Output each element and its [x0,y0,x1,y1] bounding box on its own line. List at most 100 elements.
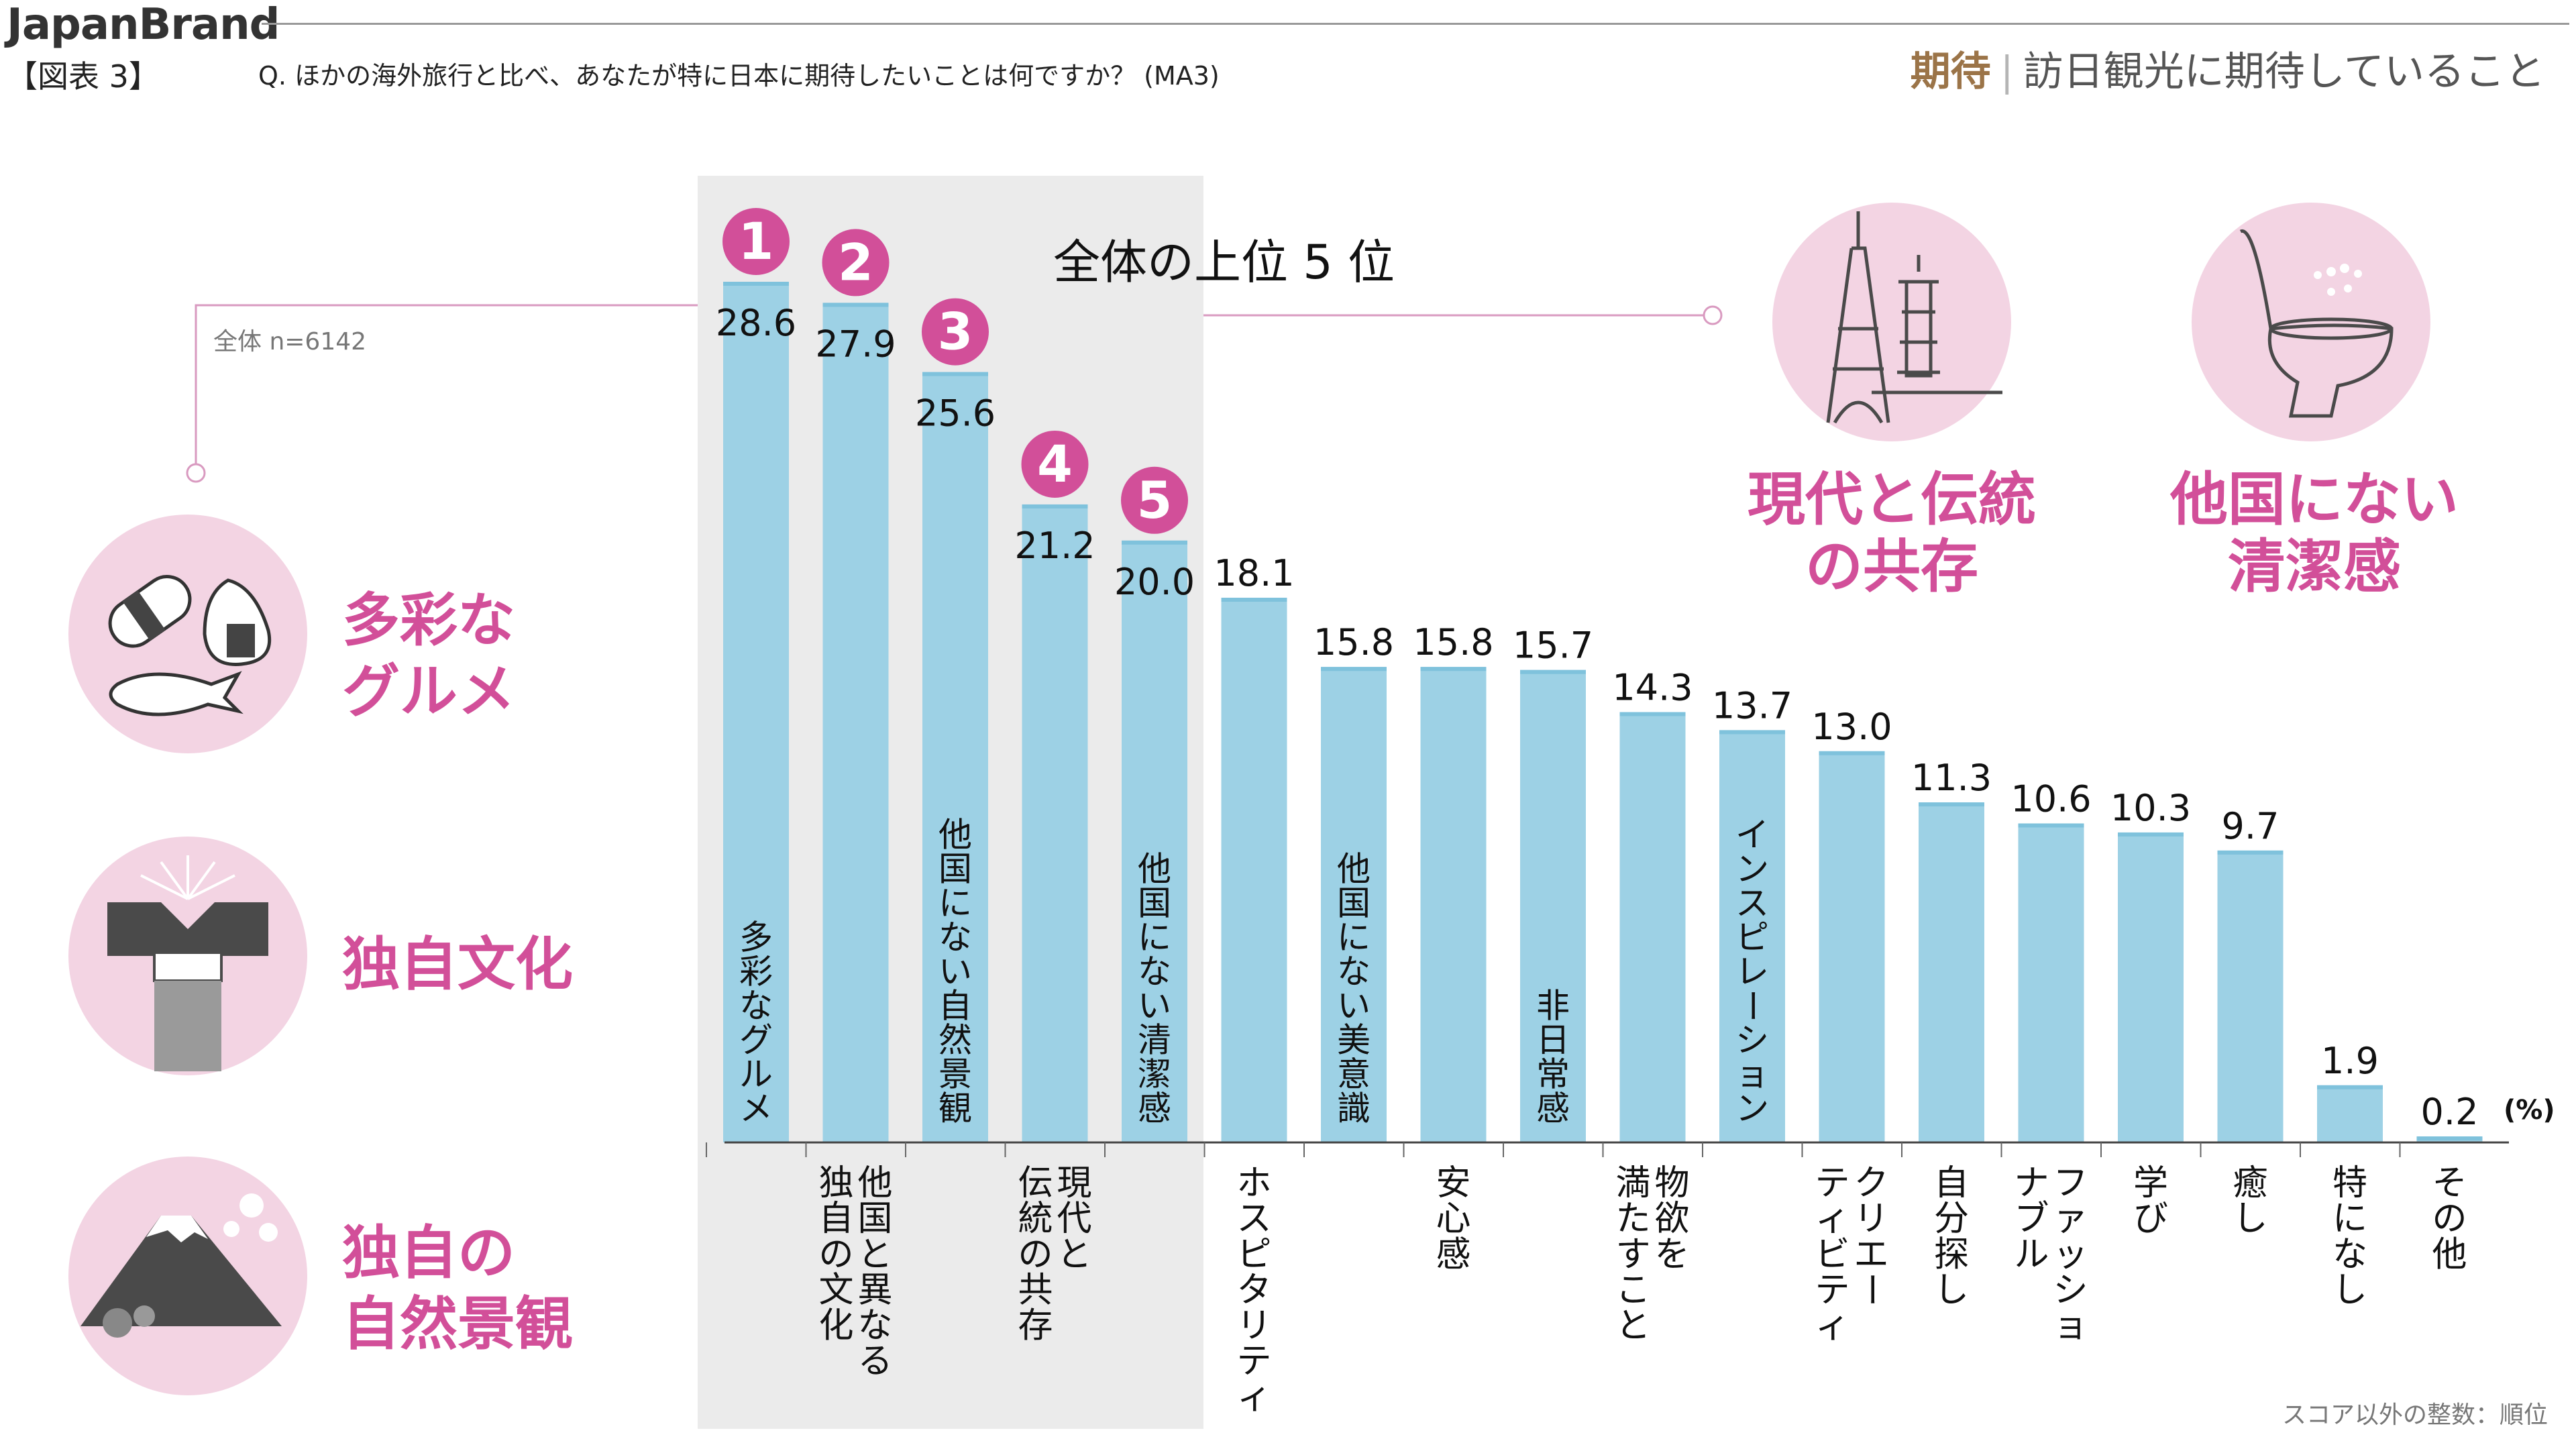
value-label-12: 13.0 [1811,706,1892,748]
value-label-13: 11.3 [1911,757,1992,799]
value-label-1: 28.6 [716,302,796,344]
svg-text:常: 常 [1536,1055,1570,1094]
svg-text:す: す [1615,1234,1650,1275]
svg-text:国: 国 [938,850,972,889]
value-label-4: 21.2 [1014,525,1095,567]
theme-coexist-line1: 現代と伝統 [1748,466,2036,533]
svg-text:ァ: ァ [2053,1199,2088,1239]
rank-number-1: 1 [739,211,774,271]
svg-text:景: 景 [938,1055,972,1094]
bar-cap-10 [1619,712,1686,716]
svg-text:と: と [1057,1234,1091,1275]
brand-title: JapanBrand [7,0,280,50]
svg-text:多: 多 [739,918,773,957]
svg-text:と: と [857,1234,892,1275]
value-label-17: 1.9 [2321,1040,2379,1082]
svg-text:清: 清 [1138,1021,1171,1060]
bar-cap-5 [1122,540,1187,545]
svg-text:し: し [2233,1199,2267,1239]
svg-text:心: 心 [1436,1199,1470,1239]
theme-gourmet-line2: グルメ [342,658,515,725]
bar-5 [1122,540,1187,1142]
svg-text:グ: グ [739,1021,773,1060]
bar-14 [2018,823,2084,1142]
axis-label-18-1: その他 [2432,1163,2467,1275]
svg-text:感: 感 [1536,1089,1570,1128]
svg-text:分: 分 [1934,1199,1969,1239]
value-label-11: 13.7 [1712,684,1792,727]
bar-11 [1719,730,1785,1142]
svg-text:感: 感 [1436,1234,1470,1275]
mount-fuji-icon [68,1157,307,1395]
svg-text:自: 自 [1934,1163,1969,1203]
svg-text:を: を [1654,1234,1689,1275]
toilet-cleanliness-icon [2192,203,2430,441]
svg-text:い: い [1337,987,1371,1026]
value-label-10: 14.3 [1612,667,1693,709]
svg-text:ス: ス [1735,884,1769,923]
svg-text:い: い [938,953,972,991]
svg-text:ー: ー [1733,989,1772,1022]
bar-cap-9 [1520,669,1586,674]
svg-text:安: 安 [1436,1163,1470,1203]
bar-cap-6 [1221,598,1287,602]
theme-clean-line2: 清潔感 [2228,533,2401,600]
svg-text:識: 識 [1337,1089,1371,1128]
bar-cap-2 [822,303,889,307]
top5-title: 全体の上位 5 位 [1053,235,1395,290]
svg-text:イ: イ [1735,816,1769,855]
bar-cap-14 [2018,823,2084,828]
theme-gourmet: 多彩な グルメ [342,585,515,727]
value-label-9: 15.7 [1513,625,1593,667]
bar-cap-18 [2416,1136,2483,1141]
bar-cap-13 [1919,802,1984,807]
bar-3 [922,372,988,1142]
svg-text:な: な [938,918,972,957]
svg-text:い: い [1138,987,1171,1026]
bar-cap-8 [1420,667,1487,672]
svg-text:に: に [1337,918,1371,957]
gourmet-icon [68,515,307,753]
svg-text:自: 自 [938,987,972,1026]
svg-text:テ: テ [1815,1163,1849,1203]
bar-cap-3 [922,372,988,376]
rank-badge-5 [1121,466,1188,534]
svg-text:他: 他 [857,1163,892,1203]
svg-text:ィ: ィ [1815,1199,1849,1239]
sample-size-label: 全体 n=6142 [213,328,367,356]
svg-text:な: な [2332,1234,2367,1275]
bar-15 [2118,832,2184,1142]
svg-text:ピ: ピ [1236,1234,1271,1275]
svg-text:な: な [739,987,773,1026]
svg-text:し: し [1934,1270,1969,1310]
theme-gourmet-line1: 多彩な [342,587,515,654]
svg-text:共: 共 [1018,1270,1053,1310]
svg-text:他: 他 [938,816,972,855]
unit-label: (%) [2504,1095,2555,1126]
rank-badge-4 [1021,430,1089,498]
svg-text:に: に [2332,1199,2367,1239]
value-label-8: 15.8 [1413,621,1493,663]
theme-coexist-line2: の共存 [1805,533,1978,600]
svg-text:化: 化 [818,1305,853,1346]
svg-text:探: 探 [1934,1234,1969,1275]
svg-text:他: 他 [1337,850,1371,889]
axis-label-4-1: 現代と [1057,1163,1091,1275]
svg-text:こ: こ [1615,1270,1650,1310]
svg-text:ル: ル [2014,1234,2049,1275]
value-label-3: 25.6 [915,392,996,435]
theme-clean-line1: 他国にない [2170,466,2459,533]
svg-text:美: 美 [1337,1021,1371,1060]
bar-cap-11 [1719,730,1785,735]
svg-text:ン: ン [1735,1089,1769,1128]
